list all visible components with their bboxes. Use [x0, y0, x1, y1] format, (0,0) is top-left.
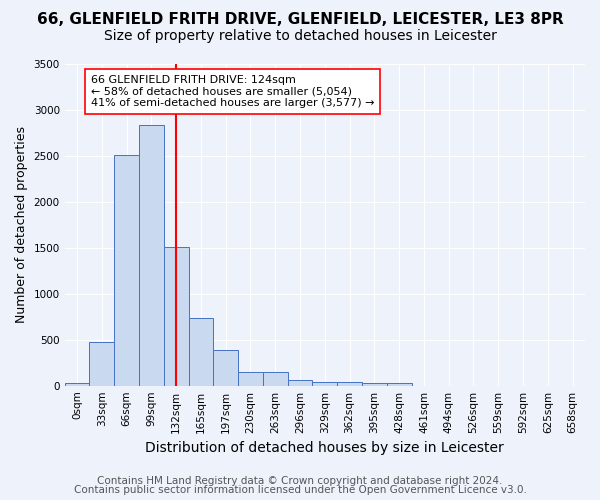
Text: Size of property relative to detached houses in Leicester: Size of property relative to detached ho… [104, 29, 496, 43]
Text: 66, GLENFIELD FRITH DRIVE, GLENFIELD, LEICESTER, LE3 8PR: 66, GLENFIELD FRITH DRIVE, GLENFIELD, LE… [37, 12, 563, 28]
Bar [362, 383, 387, 386]
Bar [313, 382, 337, 386]
Bar [114, 155, 139, 386]
Bar [263, 372, 287, 386]
Bar [337, 382, 362, 386]
Text: Contains HM Land Registry data © Crown copyright and database right 2024.: Contains HM Land Registry data © Crown c… [97, 476, 503, 486]
X-axis label: Distribution of detached houses by size in Leicester: Distribution of detached houses by size … [145, 441, 504, 455]
Bar [238, 372, 263, 386]
Bar [164, 247, 188, 386]
Bar [214, 350, 238, 386]
Bar [139, 124, 164, 386]
Text: 66 GLENFIELD FRITH DRIVE: 124sqm
← 58% of detached houses are smaller (5,054)
41: 66 GLENFIELD FRITH DRIVE: 124sqm ← 58% o… [91, 75, 374, 108]
Bar [287, 380, 313, 386]
Bar [188, 318, 214, 386]
Text: Contains public sector information licensed under the Open Government Licence v3: Contains public sector information licen… [74, 485, 526, 495]
Bar [89, 342, 114, 386]
Y-axis label: Number of detached properties: Number of detached properties [15, 126, 28, 324]
Bar [387, 384, 412, 386]
Bar [65, 384, 89, 386]
